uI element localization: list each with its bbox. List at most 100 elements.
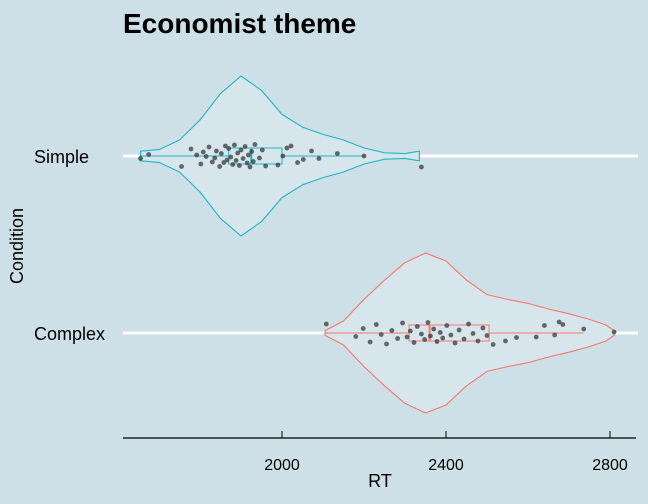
data-point-simple: [300, 157, 306, 162]
data-point-simple: [228, 154, 234, 160]
data-point-complex: [323, 321, 329, 327]
data-point-simple: [245, 152, 251, 158]
data-point-complex: [470, 331, 476, 336]
data-point-complex: [431, 326, 437, 332]
y-tick-label-simple: Simple: [34, 147, 89, 167]
data-point-complex: [378, 332, 384, 337]
data-point-complex: [581, 326, 587, 332]
data-point-simple: [238, 147, 244, 153]
data-point-simple: [212, 155, 218, 161]
violin-complex: [324, 252, 615, 414]
chart-title: Economist theme: [123, 8, 356, 39]
data-point-simple: [233, 158, 239, 163]
data-point-complex: [422, 337, 428, 342]
data-point-simple: [361, 153, 367, 159]
data-point-simple: [218, 151, 224, 156]
data-point-complex: [444, 323, 450, 328]
data-point-simple: [240, 156, 246, 161]
data-point-complex: [389, 328, 395, 333]
data-point-complex: [440, 335, 446, 341]
data-point-simple: [146, 152, 152, 157]
data-point-complex: [367, 339, 373, 345]
x-axis-title: RT: [368, 471, 392, 491]
data-point-complex: [395, 336, 401, 341]
data-point-simple: [247, 164, 253, 170]
data-point-simple: [194, 152, 200, 158]
data-point-simple: [242, 144, 248, 149]
data-point-complex: [407, 328, 413, 334]
data-point-simple: [252, 142, 258, 147]
x-tick-label: 2400: [428, 457, 464, 474]
data-point-simple: [206, 144, 212, 150]
data-point-simple: [280, 153, 286, 159]
data-point-simple: [209, 159, 215, 165]
data-point-complex: [556, 319, 562, 325]
data-point-simple: [226, 146, 232, 151]
data-point-complex: [411, 340, 417, 345]
point-layer: [138, 142, 617, 347]
y-axis-title: Condition: [7, 208, 27, 284]
data-point-complex: [552, 332, 558, 338]
data-point-complex: [452, 340, 458, 346]
data-point-simple: [309, 148, 314, 154]
data-point-simple: [232, 142, 237, 148]
data-point-simple: [217, 164, 223, 169]
data-point-simple: [275, 162, 281, 168]
violin-layer: [140, 75, 615, 414]
data-point-complex: [484, 333, 490, 338]
data-point-complex: [428, 333, 433, 339]
data-point-simple: [263, 163, 268, 169]
data-point-complex: [400, 320, 405, 326]
data-point-simple: [295, 160, 300, 165]
data-point-simple: [224, 157, 230, 163]
data-point-simple: [316, 156, 322, 161]
data-point-simple: [203, 154, 209, 159]
data-point-simple: [419, 164, 424, 170]
data-point-simple: [214, 148, 219, 154]
data-point-complex: [419, 331, 424, 337]
data-point-complex: [353, 334, 359, 339]
data-point-simple: [257, 155, 262, 161]
data-point-complex: [425, 320, 431, 325]
data-point-simple: [235, 150, 241, 156]
x-tick-label: 2800: [592, 457, 628, 474]
data-point-complex: [414, 324, 420, 329]
data-point-simple: [179, 164, 184, 169]
data-point-complex: [480, 325, 486, 331]
data-point-complex: [466, 321, 471, 327]
data-point-simple: [198, 161, 204, 167]
data-point-simple: [221, 160, 227, 165]
data-point-complex: [611, 329, 617, 335]
y-tick-label-complex: Complex: [34, 324, 105, 344]
data-point-complex: [437, 330, 443, 335]
data-point-simple: [244, 160, 250, 166]
data-point-complex: [384, 341, 389, 347]
data-point-complex: [461, 336, 467, 342]
data-point-complex: [560, 322, 566, 327]
y-axis-labels: Simple Complex: [34, 147, 105, 344]
data-point-complex: [514, 335, 519, 340]
data-point-simple: [259, 147, 265, 153]
data-point-complex: [404, 334, 410, 340]
data-point-simple: [284, 145, 290, 151]
data-point-complex: [373, 322, 379, 327]
data-point-complex: [456, 327, 462, 333]
data-point-complex: [434, 339, 440, 344]
data-point-complex: [448, 332, 454, 338]
data-point-simple: [200, 149, 206, 155]
data-point-complex: [533, 334, 539, 340]
data-point-simple: [250, 159, 256, 164]
violin-simple: [140, 75, 420, 237]
data-point-complex: [503, 338, 508, 344]
data-point-simple: [230, 162, 236, 167]
data-point-complex: [490, 342, 496, 347]
data-point-complex: [542, 323, 547, 328]
data-point-simple: [236, 163, 242, 168]
data-point-complex: [360, 326, 366, 331]
data-point-simple: [288, 143, 294, 149]
data-point-simple: [138, 156, 143, 161]
data-point-complex: [475, 338, 481, 344]
data-point-simple: [249, 149, 255, 154]
data-point-simple: [188, 146, 194, 152]
